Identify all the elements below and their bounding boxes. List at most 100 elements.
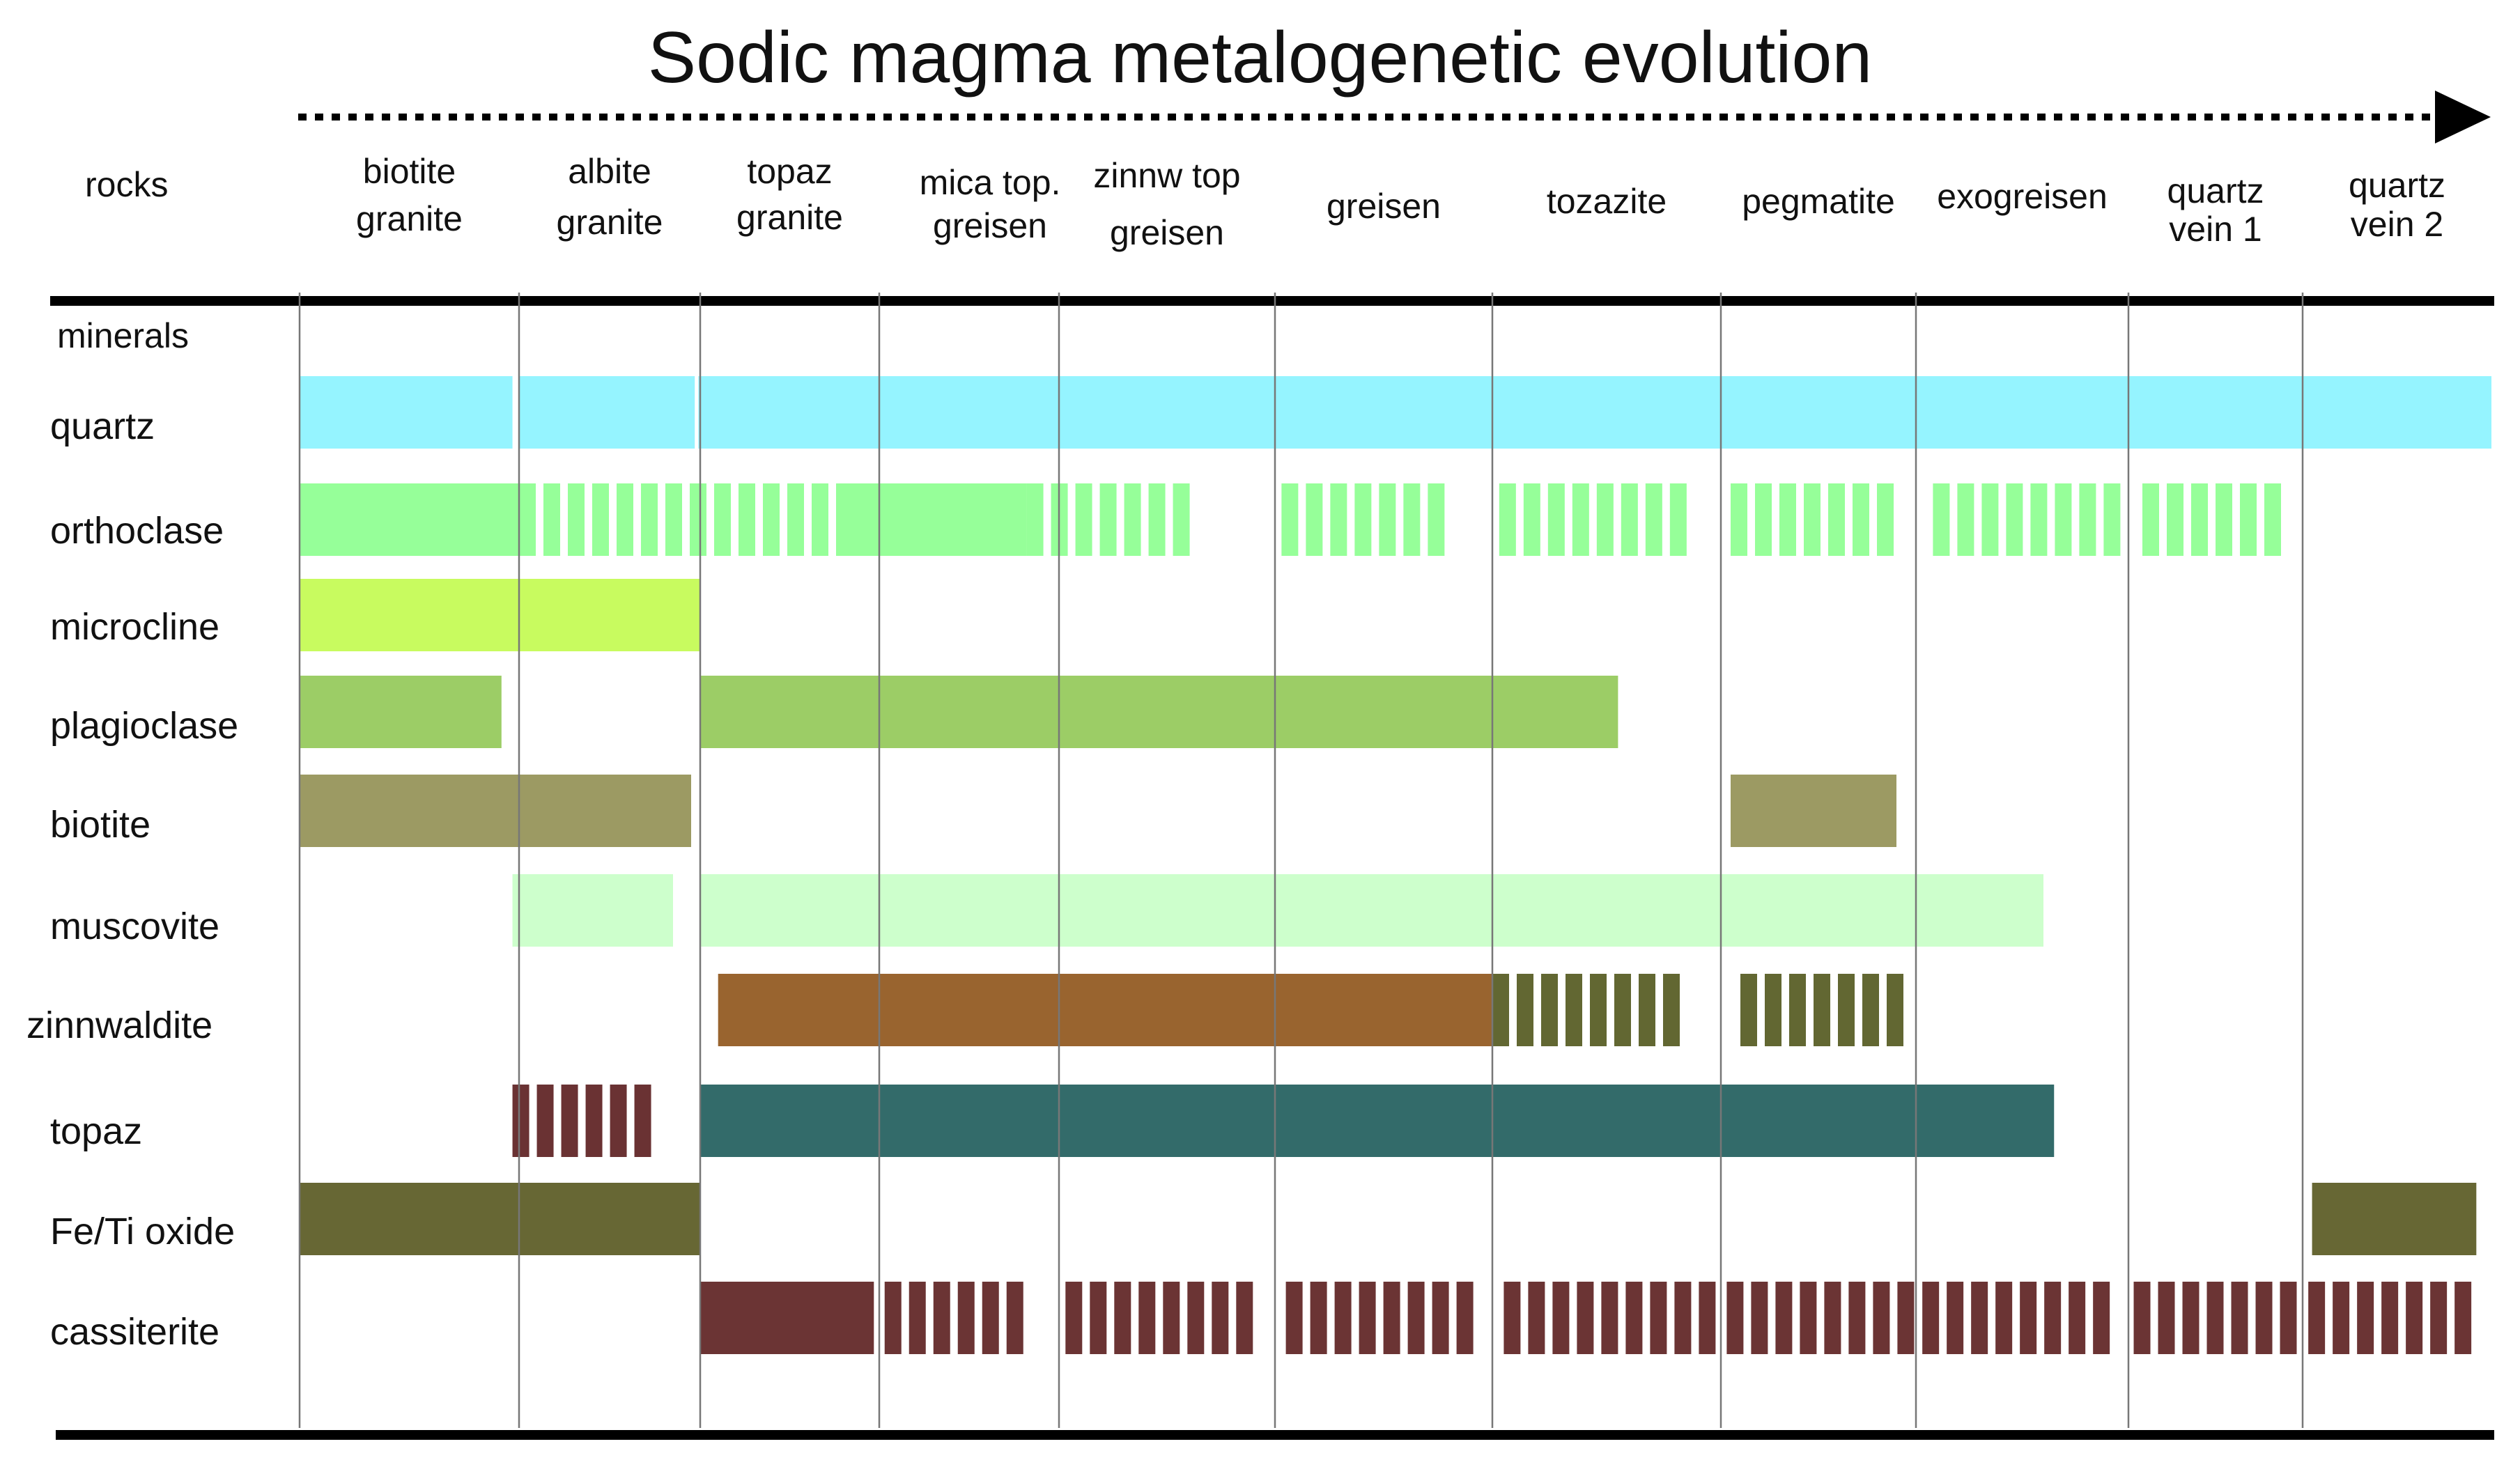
mineral-bar-dashed [1933,483,2121,556]
mineral-bar-stripe [2133,1282,2151,1354]
mineral-bar-stripe [2206,1282,2224,1354]
mineral-label: Fe/Ti oxide [50,1211,235,1252]
mineral-bar-stripe [1995,1282,2013,1354]
mineral-bar-stripe [2333,1282,2350,1354]
mineral-bar-stripe [1838,974,1855,1046]
mineral-bar-stripe [1099,483,1117,556]
mineral-bar-stripe [787,483,804,556]
rock-label-line1: greisen [1327,187,1441,226]
mineral-bar-stripe [1775,1282,1793,1354]
mineral-bar-stripe [585,1085,603,1157]
mineral-bar-stripe [1163,1282,1180,1354]
mineral-bar [700,676,1618,748]
mineral-bar-dashed [1285,1282,1474,1354]
mineral-bar-stripe [665,483,682,556]
mineral-bar [700,874,2043,947]
mineral-bar-stripe [1645,483,1662,556]
mineral-bar-stripe [1285,1282,1303,1354]
mineral-bar [300,376,513,449]
mineral-bar-stripe [1236,1282,1253,1354]
rock-label-line1: zinnw top [1093,156,1241,195]
mineral-bar [300,676,502,748]
mineral-bar-stripe [1947,1282,1964,1354]
mineral-bar [300,483,519,556]
mineral-bar [700,1085,2055,1157]
mineral-bar-stripe [2006,483,2023,556]
rock-label-line1: pegmatite [1742,182,1895,221]
mineral-bar-stripe [1853,483,1869,556]
mineral-bar [852,483,1027,556]
mineral-bar-stripe [1755,483,1772,556]
mineral-bar-stripe [1517,974,1533,1046]
mineral-bar-stripe [2381,1282,2399,1354]
mineral-bar-dashed [1499,483,1687,556]
mineral-bar-stripe [1981,483,1999,556]
mineral-bar [512,874,673,947]
mineral-bar-stripe [2308,1282,2326,1354]
mineral-bar-stripe [568,483,585,556]
mineral-bar-stripe [561,1085,578,1157]
rock-label-line2: granite [736,198,843,237]
mineral-bar-stripe [641,483,658,556]
rock-label-line1: exogreisen [1937,177,2108,216]
mineral-bar-stripe [1731,483,1747,556]
mineral-bar-dashed [2142,483,2281,556]
mineral-bar-stripe [1124,483,1141,556]
rock-label-line2: vein 2 [2350,205,2444,244]
mineral-bar-stripe [1212,1282,1229,1354]
mineral-bar-stripe [2103,483,2121,556]
rock-label-line1: mica top. [919,163,1061,202]
mineral-bar-stripe [2055,483,2072,556]
mineral-bar-stripe [1601,1282,1618,1354]
rock-label-line2: greisen [1110,213,1224,252]
rock-label-line2: vein 1 [2169,210,2262,249]
mineral-bar-stripe [1590,974,1607,1046]
mineral-bar-stripe [1887,974,1903,1046]
mineral-bar-stripe [1492,974,1509,1046]
mineral-bar [698,376,2492,449]
mineral-bar-stripe [2079,483,2096,556]
mineral-bar-stripe [1310,1282,1327,1354]
mineral-bar-stripe [933,1282,950,1354]
mineral-label: muscovite [50,906,220,947]
mineral-bar-stripe [1577,1282,1594,1354]
mineral-bar-stripe [1432,1282,1449,1354]
rocks-header-label: rocks [85,165,169,204]
mineral-label: orthoclase [50,510,224,552]
mineral-bar-stripe [2280,1282,2297,1354]
mineral-bar-stripe [1306,483,1323,556]
mineral-bar-stripe [1933,483,1950,556]
gridline-layer [298,293,2304,1428]
mineral-bar-stripe [714,483,731,556]
mineral-bar-stripe [1877,483,1894,556]
mineral-bar-stripe [1504,1282,1521,1354]
mineral-label: quartz [50,405,155,447]
mineral-bar-stripe [1663,974,1680,1046]
mineral-bar-stripe [1873,1282,1890,1354]
mineral-bar-stripe [1379,483,1396,556]
mineral-bar-stripe [1383,1282,1400,1354]
mineral-bar [2312,1183,2477,1255]
mineral-bar-stripe [1572,483,1589,556]
mineral-bar [700,1282,874,1354]
mineral-bar-stripe [1281,483,1299,556]
mineral-bar-stripe [1765,974,1781,1046]
mineral-bar-stripe [2255,1282,2273,1354]
mineral-bar-dashed [2133,1282,2297,1354]
mineral-bar-stripe [1824,1282,1841,1354]
rock-label-line1: quartz [2349,166,2445,205]
mineral-bar-stripe [1403,483,1421,556]
mineral-bar-stripe [1173,483,1190,556]
rock-label-line1: tozazite [1546,182,1667,221]
mineral-bar-stripe [739,483,755,556]
mineral-bar-stripe [1456,1282,1474,1354]
minerals-header-label: minerals [57,316,189,355]
mineral-bar-stripe [1699,1282,1716,1354]
mineral-bar-dashed [519,483,853,556]
mineral-bar-stripe [1552,1282,1570,1354]
mineral-bar-stripe [2030,483,2048,556]
mineral-bar-dashed [1065,1282,1253,1354]
mineral-bar-stripe [763,483,780,556]
mineral-bar-stripe [1800,1282,1817,1354]
